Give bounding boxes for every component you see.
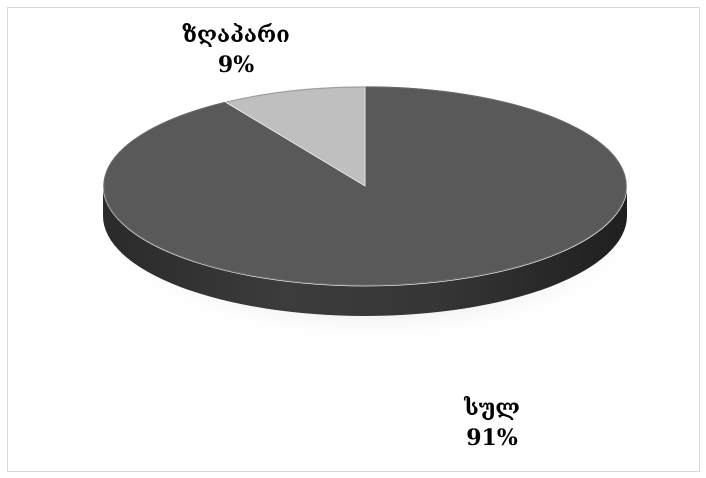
pie-chart	[102, 85, 641, 344]
slice-label-sul: სულ 91%	[412, 393, 572, 453]
pie-side-wall	[103, 186, 627, 316]
pie-slice-1	[223, 85, 366, 187]
slice-label-zghapari: ზღაპარი 9%	[156, 20, 316, 80]
slice-label-value: 91%	[466, 425, 518, 451]
slice-label-value: 9%	[217, 52, 255, 78]
pie-rim	[103, 86, 627, 286]
slice-label-name: ზღაპარი	[182, 22, 290, 48]
chart-frame: სულ 91% ზღაპარი 9%	[7, 7, 700, 472]
slice-label-name: სულ	[464, 395, 520, 421]
